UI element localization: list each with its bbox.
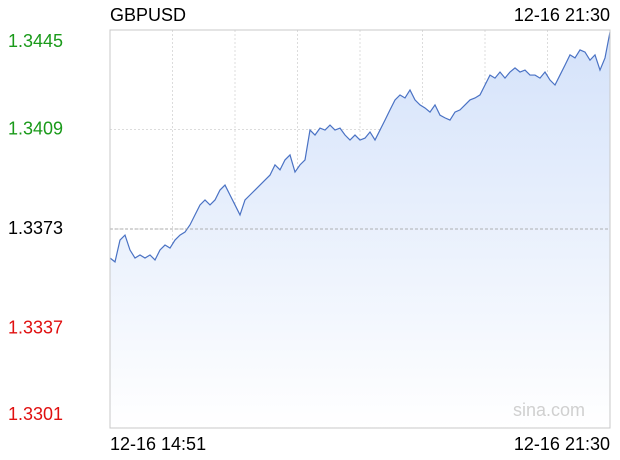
y-tick-label: 1.3409	[8, 118, 63, 138]
current-time: 12-16 21:30	[514, 5, 610, 25]
y-tick-label: 1.3445	[8, 31, 63, 51]
x-tick-label: 12-16 14:51	[110, 434, 206, 454]
area	[110, 31, 610, 429]
y-tick-label: 1.3373	[8, 218, 63, 238]
price-line	[109, 31, 611, 263]
x-tick-label: 12-16 21:30	[514, 434, 610, 454]
chart-title: GBPUSD	[110, 5, 186, 25]
y-tick-label: 1.3337	[8, 317, 63, 337]
y-tick-label: 1.3301	[8, 404, 63, 424]
watermark: sina.com	[513, 400, 585, 420]
plot-border	[109, 29, 611, 429]
